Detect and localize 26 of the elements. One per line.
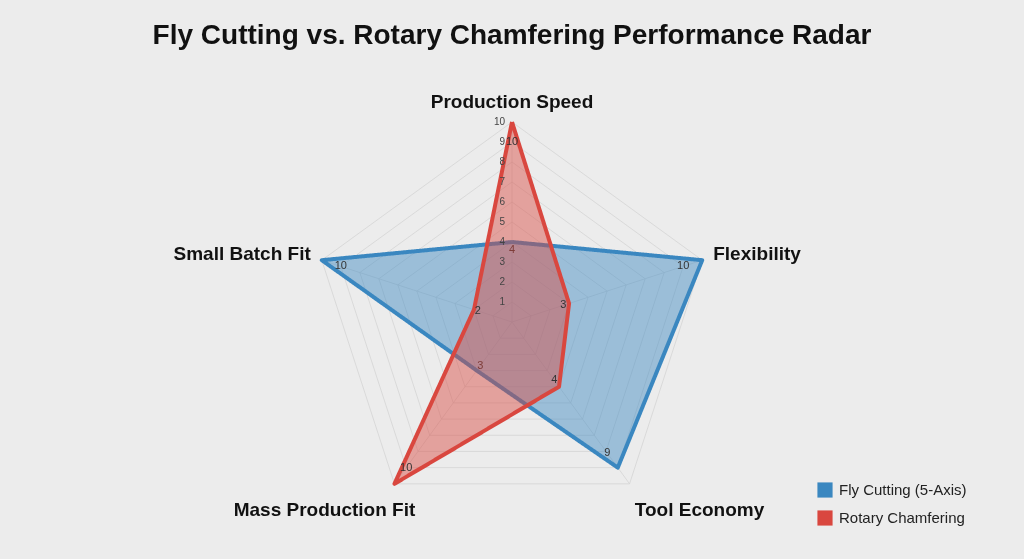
spoke-label: Small Batch Fit xyxy=(173,243,312,265)
chart-title: Fly Cutting vs. Rotary Chamfering Performance Radar xyxy=(152,19,872,50)
y-tick-label: 1 xyxy=(499,296,506,307)
data-label: 4 xyxy=(508,243,516,255)
spoke-label: Production Speed xyxy=(430,91,594,112)
y-tick-label: 10 xyxy=(493,116,506,127)
spoke-label: Mass Production Fit xyxy=(233,498,416,520)
spoke-label: Tool Economy xyxy=(634,498,765,520)
data-label: 4 xyxy=(551,373,558,386)
spoke-label: Flexibility xyxy=(713,243,802,265)
y-tick-label: 2 xyxy=(499,276,506,287)
y-tick-label: 8 xyxy=(499,156,506,167)
data-label: 9 xyxy=(604,446,611,459)
data-label: 3 xyxy=(560,298,567,311)
legend-label: Fly Cutting (5-Axis) xyxy=(839,481,967,498)
data-label: 10 xyxy=(334,259,347,272)
y-tick-label: 3 xyxy=(499,256,506,267)
data-label: 10 xyxy=(400,460,413,473)
y-tick-label: 5 xyxy=(499,216,506,227)
data-label: 3 xyxy=(477,358,484,371)
y-tick-label: 7 xyxy=(499,176,506,187)
y-tick-label: 6 xyxy=(499,196,506,207)
data-label: 10 xyxy=(677,259,690,272)
data-label: 2 xyxy=(474,303,481,316)
legend-label: Rotary Chamfering xyxy=(839,509,965,526)
y-tick-label: 9 xyxy=(499,136,506,147)
